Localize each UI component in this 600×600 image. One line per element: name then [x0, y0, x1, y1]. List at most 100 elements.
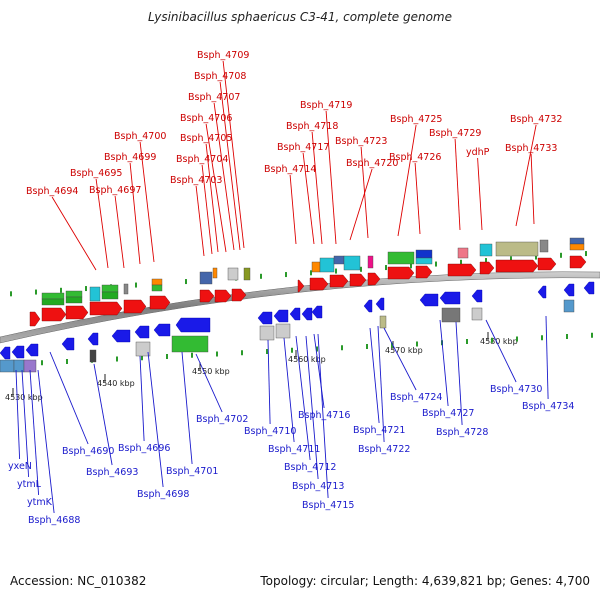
gene-feature-box — [343, 255, 361, 271]
track-dot — [266, 349, 268, 354]
tick-label: 4580 kbp — [480, 337, 518, 346]
gene-arrow-forward — [329, 274, 349, 288]
gene-arrow-forward — [415, 265, 433, 279]
leader-line-blue — [93, 363, 113, 466]
track-dot — [366, 344, 368, 349]
track-dot — [41, 360, 43, 366]
leader-line-blue — [383, 327, 417, 391]
gene-arrow-forward — [367, 272, 381, 286]
gene-label-top: Bsph_4720 — [346, 158, 398, 169]
track-dot — [435, 261, 437, 267]
track-dot — [166, 354, 168, 359]
track-dot — [85, 286, 87, 292]
track-dot — [310, 270, 312, 276]
map-title: Lysinibacillus sphaericus C3-41, complet… — [147, 10, 452, 24]
track-dot — [360, 266, 362, 272]
gene-feature-box — [379, 315, 387, 329]
track-dot — [135, 282, 137, 288]
leader-line-blue — [455, 321, 463, 426]
leader-line-red — [289, 174, 297, 245]
leader-line-blue — [295, 335, 311, 461]
gene-arrow-reverse — [301, 307, 313, 321]
tick-label: 4570 kbp — [385, 346, 423, 355]
track-dot — [585, 251, 587, 257]
gene-feature-box — [227, 267, 239, 281]
gene-arrow-reverse — [134, 325, 150, 339]
track-dot — [35, 289, 37, 295]
gene-feature-box — [171, 335, 209, 353]
gene-label-top: Bsph_4700 — [114, 131, 166, 142]
track-dot — [460, 259, 462, 265]
genome-summary: Topology: circular; Length: 4,639,821 bp… — [260, 574, 590, 588]
gene-label-bottom: Bsph_4716 — [298, 410, 350, 421]
gene-feature-box — [259, 325, 275, 341]
leader-line-red — [195, 185, 205, 257]
gene-arrow-forward — [65, 305, 89, 320]
tick-label: 4550 kbp — [192, 367, 230, 376]
gene-arrow-reverse — [375, 297, 385, 311]
gene-feature-box — [415, 249, 433, 259]
gene-arrow-forward — [537, 257, 557, 271]
gene-label-bottom: Bsph_4702 — [196, 414, 248, 425]
track-dot — [541, 335, 543, 341]
gene-feature-box — [569, 243, 585, 251]
gene-label-bottom: Bsph_4727 — [422, 408, 474, 419]
leader-line-red — [222, 60, 245, 249]
track-dot — [116, 356, 118, 362]
track-dot — [385, 265, 387, 271]
gene-arrow-reverse — [111, 329, 131, 343]
tick-label: 4560 kbp — [288, 355, 326, 364]
leader-line-red — [139, 141, 155, 263]
track-dot — [241, 350, 243, 356]
gene-label-bottom: Bsph_4696 — [118, 443, 170, 454]
track-dot — [216, 351, 218, 357]
gene-arrow-forward — [297, 279, 305, 293]
gene-feature-box — [333, 255, 345, 265]
leader-line-red — [397, 124, 417, 237]
gene-arrow-forward — [214, 289, 232, 303]
gene-arrow-reverse — [471, 289, 483, 303]
leader-line-red — [201, 164, 213, 255]
gene-feature-box — [441, 307, 461, 323]
leader-line-blue — [29, 369, 40, 496]
gene-label-top: Bsph_4719 — [300, 100, 352, 111]
gene-feature-box — [367, 255, 374, 269]
gene-feature-box — [212, 267, 218, 279]
gene-label-bottom: Bsph_4711 — [268, 444, 320, 455]
gene-feature-box — [479, 243, 493, 257]
gene-feature-box — [41, 292, 65, 300]
track-dot — [291, 347, 293, 353]
gene-feature-box — [319, 257, 335, 273]
leader-line-red — [95, 178, 109, 269]
gene-arrow-reverse — [11, 345, 25, 359]
track-dot — [466, 339, 468, 344]
leader-line-blue — [139, 355, 145, 442]
gene-features — [0, 237, 595, 373]
track-dot — [185, 279, 187, 285]
gene-label-top: Bsph_4726 — [389, 152, 441, 163]
gene-feature-box — [13, 359, 25, 373]
gene-arrow-reverse — [25, 343, 39, 357]
gene-feature-box — [569, 237, 585, 245]
leader-line-red — [51, 196, 97, 271]
leader-line-blue — [21, 369, 30, 478]
gene-arrow-forward — [199, 289, 215, 303]
track-dot — [416, 341, 418, 347]
gene-arrow-forward — [479, 261, 495, 275]
gene-label-top: Bsph_4733 — [505, 143, 557, 154]
gene-label-bottom: Bsph_4734 — [522, 401, 574, 412]
tick-label: 4540 kbp — [97, 379, 135, 388]
gene-arrow-reverse — [0, 346, 11, 360]
gene-feature-box — [387, 251, 415, 265]
gene-label-top: Bsph_4725 — [390, 114, 442, 125]
gene-feature-box — [151, 278, 163, 286]
leader-line-blue — [195, 353, 223, 413]
gene-label-top: Bsph_4709 — [197, 50, 249, 61]
track-dot — [391, 342, 393, 348]
gene-arrow-reverse — [175, 317, 211, 333]
track-dot — [591, 332, 593, 338]
leader-line-red — [325, 110, 337, 245]
gene-label-top: ydhP — [466, 147, 490, 158]
gene-arrow-forward — [149, 295, 171, 310]
leader-line-red — [515, 124, 537, 227]
